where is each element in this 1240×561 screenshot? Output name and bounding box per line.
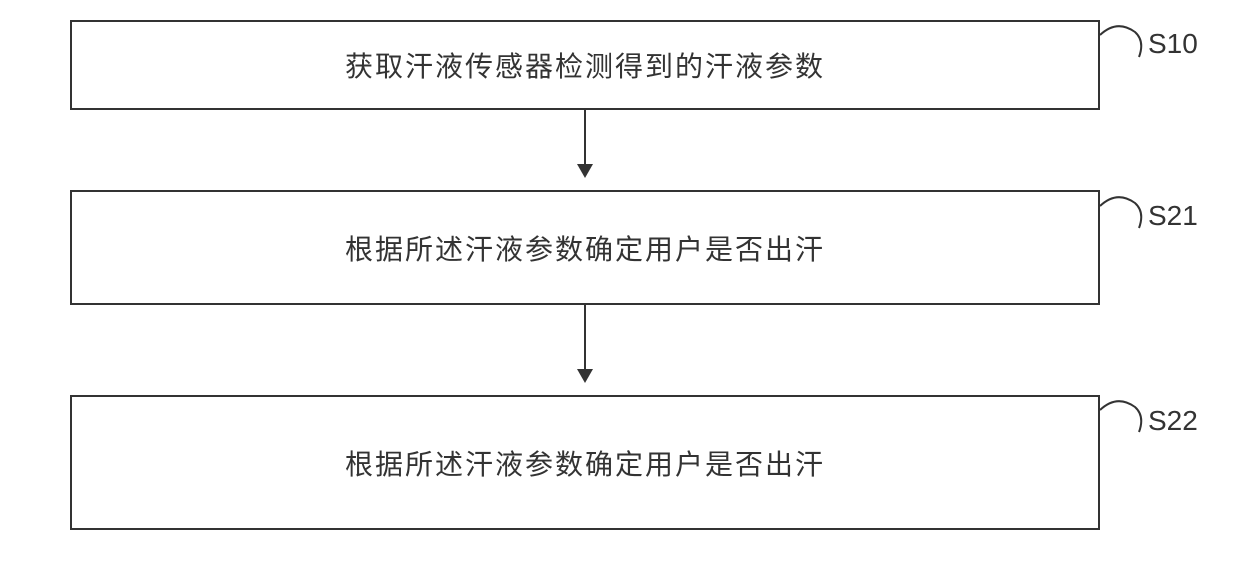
step-label-s22: S22: [1148, 405, 1198, 437]
arrow-down-1: [584, 110, 586, 176]
arrow-connector-2: [70, 305, 1100, 395]
flow-box-step3: 根据所述汗液参数确定用户是否出汗: [70, 395, 1100, 530]
arrow-connector-1: [70, 110, 1100, 190]
step-label-s21: S21: [1148, 200, 1198, 232]
flow-box-text-step2: 根据所述汗液参数确定用户是否出汗: [345, 228, 825, 268]
flow-box-step2: 根据所述汗液参数确定用户是否出汗: [70, 190, 1100, 305]
arrow-down-2: [584, 305, 586, 381]
flow-box-text-step3: 根据所述汗液参数确定用户是否出汗: [345, 443, 825, 483]
flow-box-step1: 获取汗液传感器检测得到的汗液参数: [70, 20, 1100, 110]
flow-box-text-step1: 获取汗液传感器检测得到的汗液参数: [345, 45, 825, 85]
step-label-s10: S10: [1148, 28, 1198, 60]
